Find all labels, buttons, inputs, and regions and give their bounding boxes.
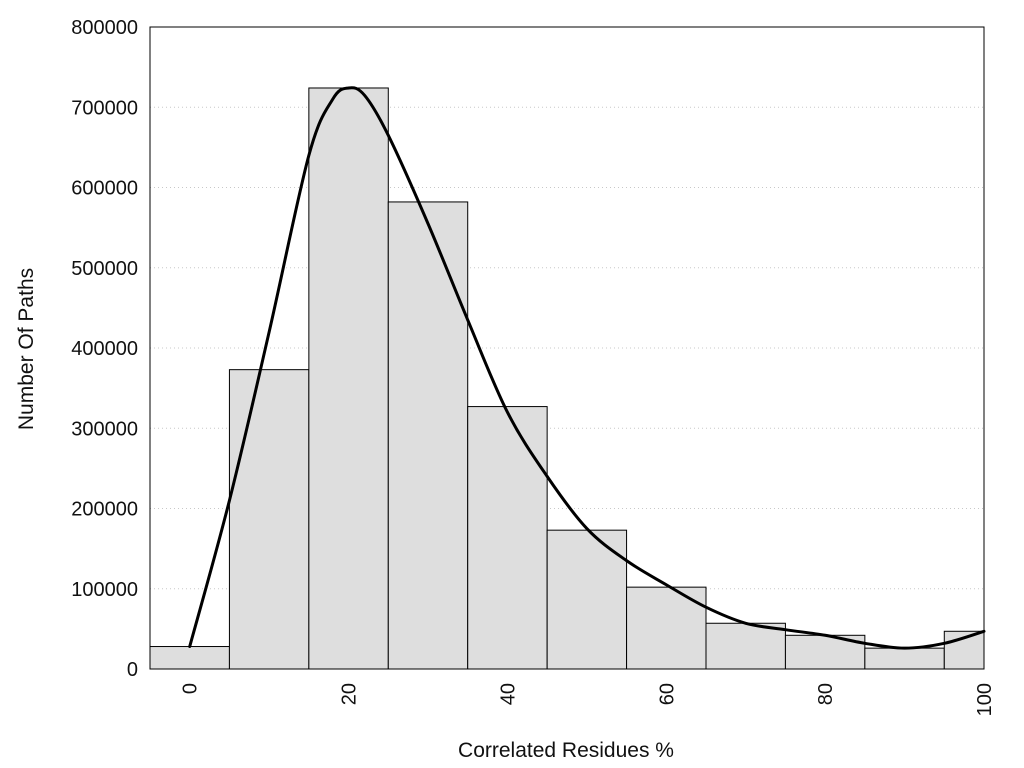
y-tick-label: 800000 xyxy=(71,17,138,39)
histogram-bar xyxy=(228,369,310,670)
y-tick-label: 300000 xyxy=(71,418,138,440)
histogram-bar xyxy=(467,406,548,670)
histogram-bar xyxy=(705,622,786,670)
x-axis-ticks: 0 20 40 60 80 100 xyxy=(180,683,996,716)
histogram-bar xyxy=(864,647,945,670)
plot-frame xyxy=(149,26,985,670)
y-tick-label: 600000 xyxy=(71,178,138,200)
histogram-bar xyxy=(546,529,628,670)
x-tick-label: 80 xyxy=(815,683,837,705)
y-tick-label: 400000 xyxy=(71,338,138,360)
x-tick-label: 40 xyxy=(497,683,519,705)
x-tick-label: 20 xyxy=(339,683,361,705)
x-tick-label: 0 xyxy=(180,683,202,694)
x-tick-label: 100 xyxy=(974,683,996,716)
histogram-bars xyxy=(149,87,985,670)
histogram-bar xyxy=(308,87,389,670)
y-tick-label: 200000 xyxy=(71,499,138,521)
y-tick-label: 700000 xyxy=(71,97,138,119)
density-curve xyxy=(188,86,986,650)
y-axis-ticks: 0 100000 200000 300000 400000 500000 600000 700… xyxy=(71,17,138,681)
histogram-bar xyxy=(149,646,230,670)
x-tick-label: 60 xyxy=(656,683,678,705)
y-tick-label: 100000 xyxy=(71,579,138,601)
x-axis-title: Correlated Residues % xyxy=(458,739,674,762)
y-tick-label: 500000 xyxy=(71,258,138,280)
y-axis-title: Number Of Paths xyxy=(15,268,38,430)
histogram-bar xyxy=(387,201,469,670)
y-tick-label: 0 xyxy=(127,659,138,681)
